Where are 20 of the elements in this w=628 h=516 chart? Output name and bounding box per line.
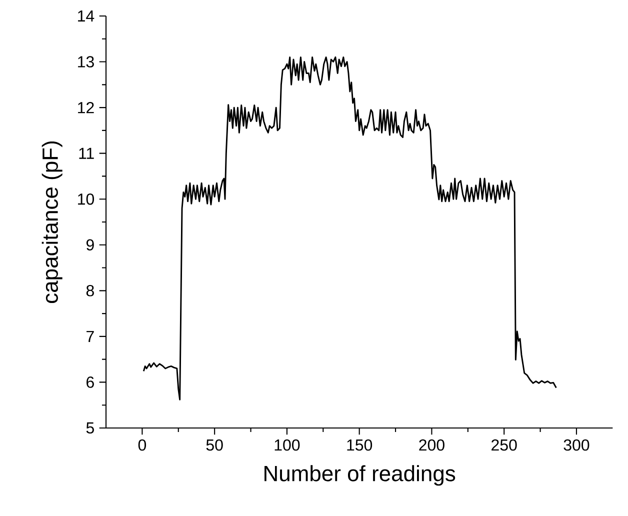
y-tick-label: 12 <box>78 102 94 114</box>
x-axis-title: Number of readings <box>264 465 456 486</box>
line-series <box>142 56 557 400</box>
x-tick-label: 50 <box>206 439 223 451</box>
y-tick-label: 7 <box>86 330 94 342</box>
x-tick-label: 250 <box>492 439 517 451</box>
y-tick-label: 8 <box>86 285 94 296</box>
y-tick-label: 6 <box>86 376 94 388</box>
y-tick-label: 13 <box>78 56 94 68</box>
y-tick-label: 9 <box>86 239 94 251</box>
x-tick-label: 300 <box>564 439 590 451</box>
x-tick-label: 200 <box>419 439 444 451</box>
y-tick-label: 5 <box>86 422 94 434</box>
y-tick-label: 11 <box>79 148 94 159</box>
y-axis-title: capacitance (pF) <box>42 141 62 303</box>
y-tick-label: 14 <box>78 10 94 22</box>
y-tick-label: 10 <box>78 193 94 205</box>
x-tick-label: 150 <box>347 439 372 451</box>
x-tick-label: 100 <box>274 439 300 451</box>
x-tick-label: 0 <box>138 439 146 451</box>
